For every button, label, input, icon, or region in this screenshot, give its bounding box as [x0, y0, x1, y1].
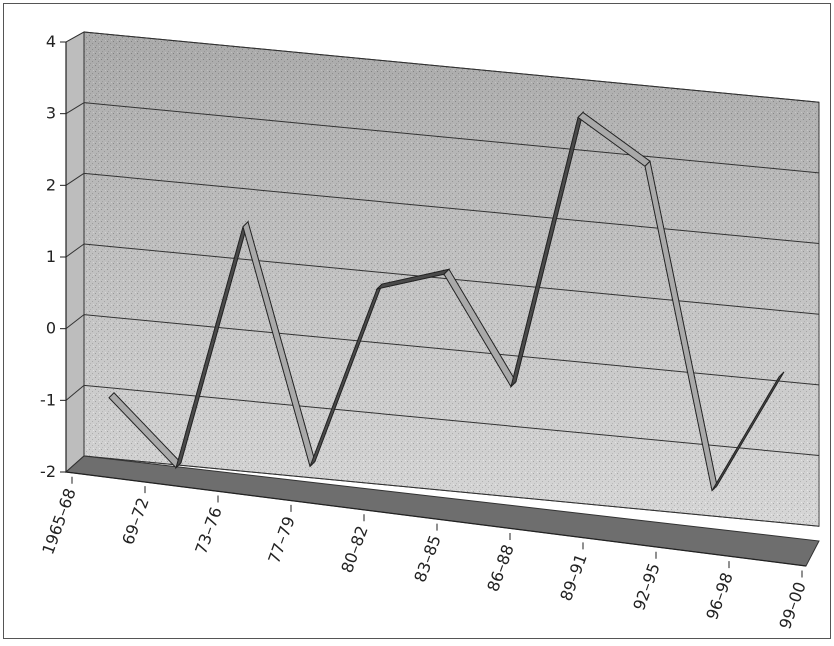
- chart-frame: 4 3 2 1 0 -1 -2 1965–68 69–72 73–76 77–79 80–82 83–8…: [3, 3, 831, 639]
- y-tick-label-1: 3: [46, 104, 56, 123]
- y-tick-label-5: -1: [40, 390, 56, 409]
- line-chart-3d: 4 3 2 1 0 -1 -2 1965–68 69–72 73–76 77–79 80–82 83–8…: [4, 4, 834, 646]
- y-tick-label-4: 0: [46, 319, 56, 338]
- y-tick-label-0: 4: [46, 32, 56, 51]
- x-tick-label-7: 89–91: [556, 551, 591, 603]
- x-tick-label-2: 73–76: [191, 504, 226, 556]
- x-tick-label-1: 69–72: [118, 495, 153, 547]
- x-tick-label-6: 86–88: [483, 542, 518, 594]
- x-tick-label-10: 99–00: [775, 579, 810, 631]
- x-tick-label-8: 92–95: [629, 561, 664, 613]
- y-tick-label-3: 1: [46, 247, 56, 266]
- side-wall: [66, 32, 84, 472]
- y-tick-label-2: 2: [46, 175, 56, 194]
- x-tick-label-3: 77–79: [264, 514, 299, 566]
- y-tick-label-6: -2: [40, 462, 56, 481]
- x-tick-label-5: 83–85: [410, 532, 445, 584]
- x-tick-label-0: 1965–68: [38, 486, 79, 557]
- x-tick-label-4: 80–82: [337, 523, 372, 575]
- x-tick-label-9: 96–98: [702, 570, 737, 622]
